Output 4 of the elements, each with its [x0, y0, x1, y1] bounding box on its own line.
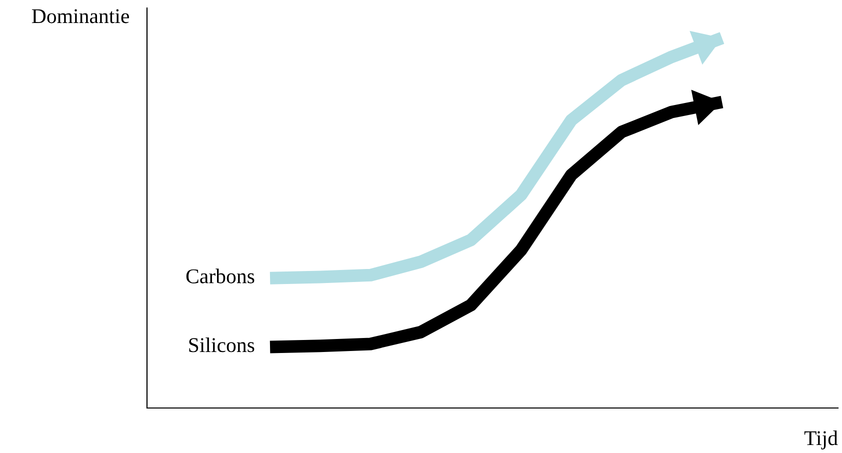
series-label: Silicons	[189, 338, 254, 352]
series-label: Carbons	[186, 268, 254, 284]
x-axis-title: Tijd	[804, 430, 838, 450]
text: Dominantie	[32, 9, 129, 24]
